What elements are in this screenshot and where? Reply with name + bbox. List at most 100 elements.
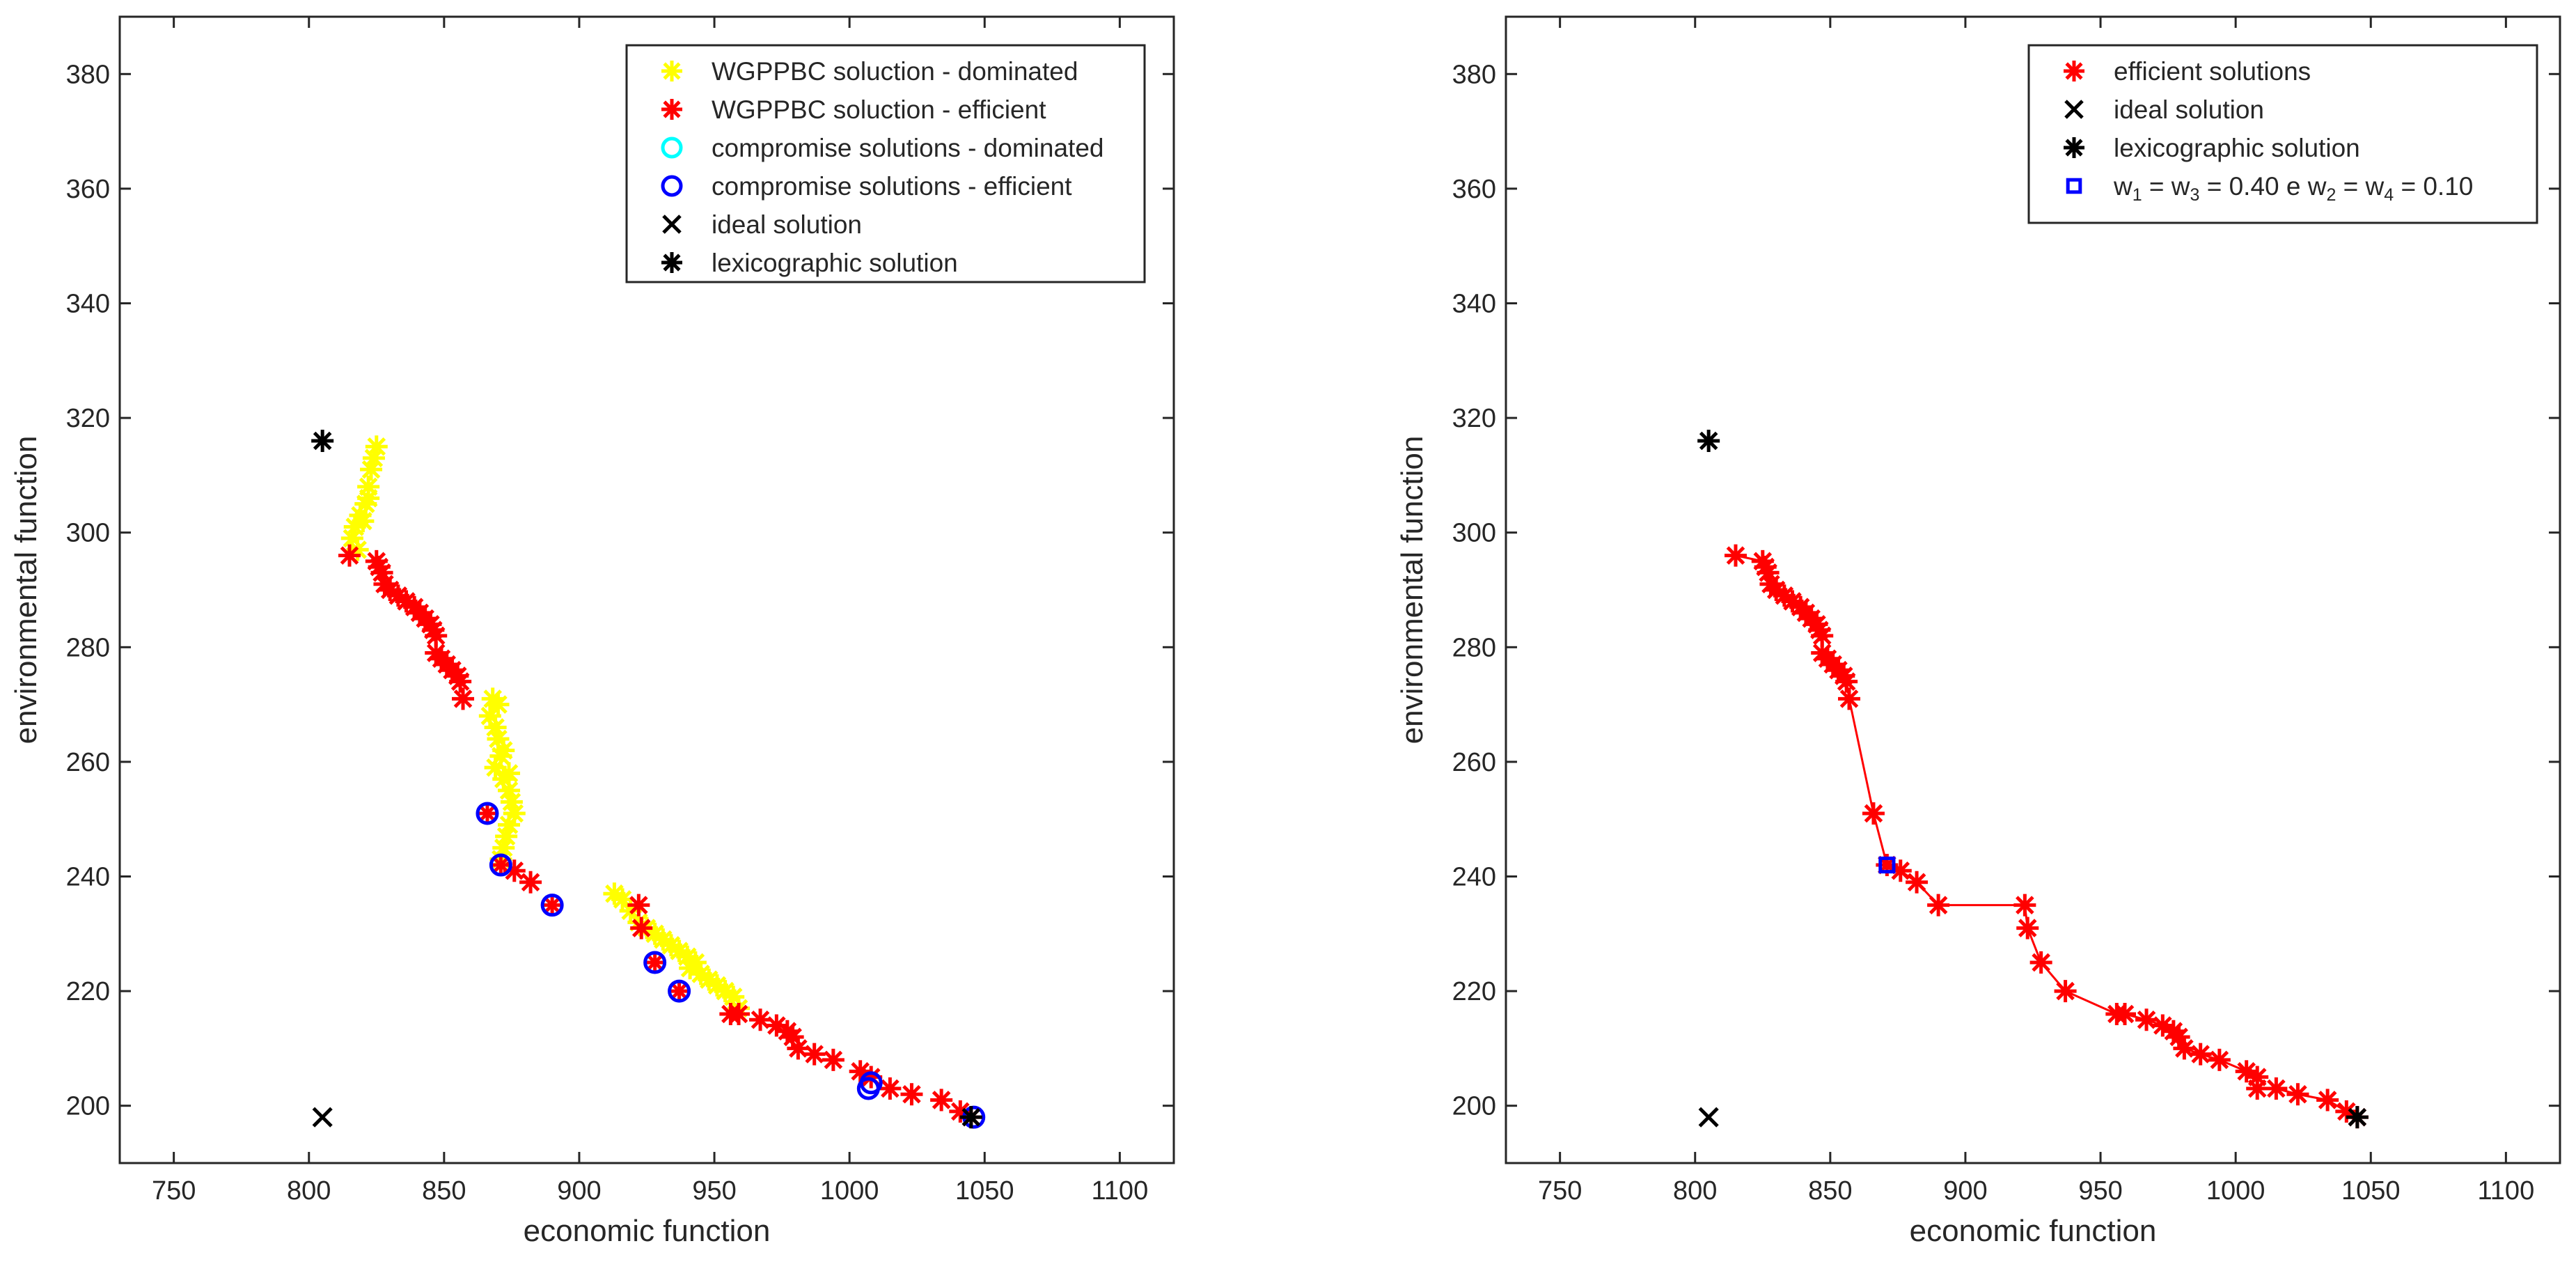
legend: efficient solutions ideal solution lexicog… — [2027, 44, 2538, 224]
data-point — [900, 1083, 923, 1106]
data-point — [540, 894, 564, 917]
legend-marker — [662, 215, 682, 234]
x-axis-label: economic function — [1910, 1214, 2157, 1248]
x-tick-label: 1050 — [2341, 1176, 2401, 1206]
chart-panel-2: 750 800 850 900 950 1000 1050 1100 200 220 240 260 2… — [1395, 15, 2561, 1248]
data-point — [362, 446, 385, 469]
y-tick-label: 200 — [66, 1092, 110, 1121]
data-point — [2135, 1008, 2158, 1031]
data-point — [1927, 894, 1950, 917]
legend-label: WGPPBC soluction - efficient — [712, 95, 1046, 124]
y-axis-label: environmental function — [9, 436, 43, 744]
chart-panel-1: 750 800 850 900 950 1000 1050 1100 200 220 240 260 2… — [9, 15, 1175, 1248]
data-point — [352, 510, 375, 533]
y-tick-label: 320 — [66, 404, 110, 433]
y-tick-label: 240 — [1452, 863, 1496, 892]
series-2 — [338, 544, 982, 1129]
legend-text-part: = w — [2336, 172, 2384, 201]
x-tick-label: 1000 — [2206, 1176, 2265, 1206]
data-point — [2265, 1077, 2288, 1100]
series-5 — [312, 1107, 333, 1128]
data-point — [859, 1071, 883, 1095]
legend-subscript: 2 — [2326, 185, 2336, 205]
data-point — [489, 853, 512, 877]
y-tick-label: 340 — [66, 290, 110, 319]
legend-text-part: = 0.40 e w — [2199, 172, 2326, 201]
legend-marker — [661, 137, 683, 159]
x-tick-label: 950 — [692, 1176, 736, 1206]
legend-label: efficient solutions — [2114, 57, 2311, 86]
legend: WGPPBC soluction - dominated WGPPBC soluc… — [625, 44, 1146, 283]
data-point — [1838, 687, 1861, 710]
data-point — [803, 1043, 826, 1066]
data-point — [498, 813, 521, 836]
legend-label: lexicographic solution — [712, 249, 958, 277]
data-point — [2286, 1083, 2309, 1106]
legend-text-part: w — [2113, 172, 2133, 201]
data-point — [627, 894, 650, 917]
x-tick-label: 950 — [2078, 1176, 2122, 1206]
y-tick-label: 380 — [1452, 60, 1496, 89]
y-tick-label: 340 — [1452, 290, 1496, 319]
data-point — [338, 544, 361, 567]
data-point — [519, 871, 542, 894]
data-point — [630, 917, 653, 939]
y-tick-label: 320 — [1452, 404, 1496, 433]
x-tick-label: 1000 — [820, 1176, 879, 1206]
legend-box — [2027, 44, 2538, 224]
legend-text-part: = 0.10 — [2394, 172, 2473, 201]
series-6 — [311, 430, 982, 1129]
data-point — [822, 1048, 845, 1071]
y-tick-label: 260 — [66, 748, 110, 777]
series-1 — [1724, 544, 2369, 1129]
data-point — [2346, 1106, 2369, 1129]
data-point — [2016, 917, 2039, 939]
y-tick-label: 200 — [1452, 1092, 1496, 1121]
data-point — [495, 825, 518, 848]
x-tick-label: 750 — [152, 1176, 196, 1206]
data-point — [476, 802, 498, 825]
legend-box — [625, 44, 1146, 283]
legend-label: ideal solution — [2114, 95, 2264, 124]
legend-marker — [2064, 61, 2084, 81]
data-point — [1906, 871, 1929, 894]
legend-subscript: 4 — [2384, 185, 2394, 205]
data-point — [492, 739, 515, 762]
data-point — [1698, 1107, 1719, 1128]
data-point — [357, 487, 380, 510]
legend-label: compromise solutions - dominated — [712, 134, 1104, 162]
data-point — [930, 1089, 953, 1112]
data-point — [749, 1008, 772, 1031]
x-tick-label: 1050 — [955, 1176, 1014, 1206]
legend-label: WGPPBC soluction - dominated — [712, 57, 1078, 86]
data-point — [879, 1077, 902, 1100]
data-point — [1862, 802, 1885, 825]
data-point — [1724, 544, 1747, 567]
data-point — [643, 951, 667, 974]
legend-label: w1 = w3 = 0.40 e w2 = w4 = 0.10 — [2113, 172, 2473, 205]
data-point — [668, 979, 691, 1003]
y-axis-label: environmental function — [1395, 436, 1429, 744]
x-axis-label: economic function — [524, 1214, 771, 1248]
x-tick-label: 750 — [1538, 1176, 1582, 1206]
y-tick-label: 280 — [66, 633, 110, 662]
data-point — [498, 762, 521, 785]
x-tick-label: 850 — [1808, 1176, 1852, 1206]
y-tick-label: 280 — [1452, 633, 1496, 662]
data-point — [449, 670, 472, 693]
data-point — [2189, 1043, 2212, 1066]
data-point — [727, 1003, 750, 1026]
data-point — [425, 624, 448, 647]
data-point — [476, 802, 499, 825]
data-point — [668, 980, 691, 1003]
data-point — [2029, 951, 2052, 974]
y-tick-label: 300 — [66, 519, 110, 548]
legend-label: lexicographic solution — [2114, 134, 2360, 162]
legend-label: compromise solutions - efficient — [712, 172, 1072, 201]
x-tick-label: 1100 — [2477, 1176, 2534, 1206]
data-point — [2054, 980, 2077, 1003]
data-point — [2246, 1077, 2269, 1100]
data-point — [2113, 1003, 2136, 1026]
